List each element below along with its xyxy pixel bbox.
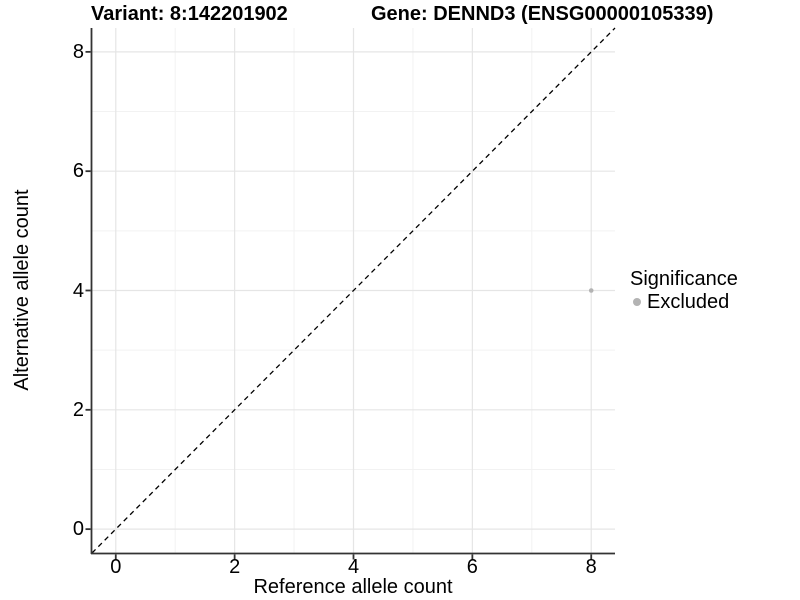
legend-title: Significance — [630, 268, 738, 290]
tick-marks — [85, 50, 593, 560]
variant-title: Variant: 8:142201902 — [91, 3, 288, 25]
x-tick-label: 8 — [585, 556, 597, 578]
x-axis-title: Reference allele count — [253, 576, 453, 598]
axis-lines — [90, 28, 615, 555]
data-point — [588, 288, 594, 293]
gene-title: Gene: DENND3 (ENSG00000105339) — [371, 3, 714, 25]
y-tick-label: 8 — [72, 40, 84, 63]
x-tick-label: 0 — [110, 556, 122, 578]
x-tick-label: 2 — [229, 556, 241, 578]
legend-entry: Excluded — [633, 291, 738, 313]
legend-entry-label: Excluded — [647, 291, 730, 313]
x-tick-label: 6 — [466, 556, 478, 578]
identity-line — [91, 27, 616, 554]
data-points — [588, 288, 594, 293]
y-tick-label: 6 — [72, 160, 84, 183]
legend-point-icon — [633, 298, 641, 306]
y-axis-title: Alternative allele count — [11, 189, 33, 391]
x-tick-label: 4 — [347, 556, 360, 578]
y-tick-label: 4 — [72, 279, 84, 302]
y-tick-label: 2 — [72, 398, 84, 421]
legend: Significance Excluded — [630, 268, 738, 313]
y-tick-label: 0 — [72, 518, 84, 541]
